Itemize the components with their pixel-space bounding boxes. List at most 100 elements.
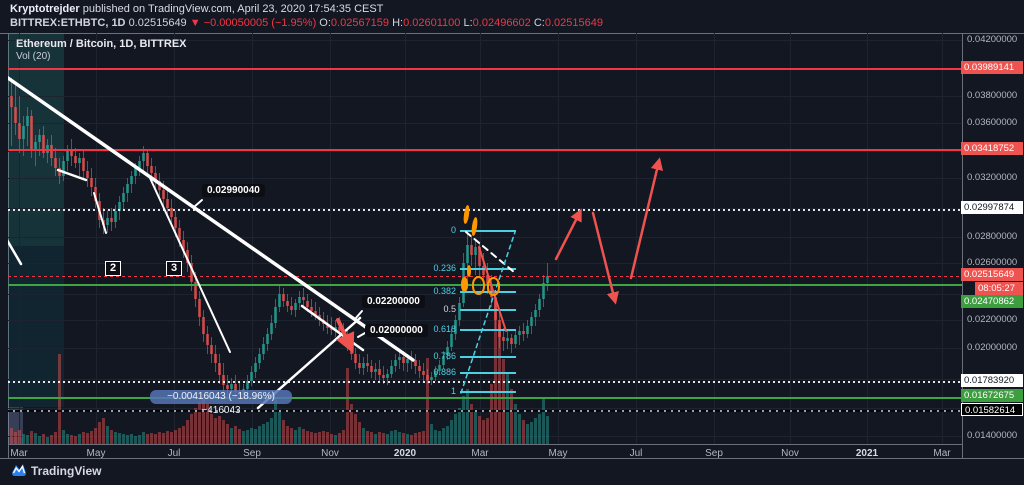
price-level-line-resistance-2[interactable] bbox=[8, 149, 962, 151]
fib-level-label: 0.5 bbox=[443, 304, 456, 314]
wave-label-2[interactable]: 2 bbox=[105, 261, 121, 276]
candle bbox=[14, 106, 17, 123]
price-level-line-black-dashed[interactable] bbox=[8, 410, 962, 412]
volume-bar bbox=[246, 430, 249, 444]
volume-bar bbox=[458, 408, 461, 444]
volume-bar bbox=[334, 435, 337, 444]
orange-highlight-mark[interactable] bbox=[461, 277, 468, 292]
price-level-line-resistance-1[interactable] bbox=[8, 68, 962, 70]
price-callout[interactable]: 0.02200000 bbox=[362, 295, 425, 308]
volume-bar bbox=[322, 431, 325, 444]
orange-highlight-mark[interactable] bbox=[467, 265, 471, 277]
volume-bar bbox=[466, 389, 469, 444]
measure-result-label[interactable]: −0.00416043 (−18.96%) −416043 bbox=[150, 390, 292, 416]
candle-wick bbox=[407, 354, 408, 372]
close-value: 0.02515649 bbox=[544, 17, 603, 29]
trendline[interactable] bbox=[460, 231, 516, 394]
volume-bar bbox=[86, 433, 89, 444]
price-callout[interactable]: 0.02990040 bbox=[202, 184, 265, 197]
price-level-line-alert-high[interactable] bbox=[8, 209, 962, 211]
candle bbox=[390, 366, 393, 374]
gridline-horizontal bbox=[8, 320, 962, 321]
volume-bar bbox=[414, 433, 417, 444]
price-axis-badge: 0.01582614 bbox=[961, 403, 1023, 416]
volume-bar bbox=[150, 433, 153, 444]
wave-label-3[interactable]: 3 bbox=[166, 261, 182, 276]
price-level-line-support-green-2[interactable] bbox=[8, 397, 962, 399]
volume-bar bbox=[374, 434, 377, 444]
price-level-line-alert-low[interactable] bbox=[8, 381, 962, 383]
candle-wick bbox=[39, 129, 40, 156]
tradingview-logo-text[interactable]: TradingView bbox=[31, 464, 102, 478]
candle bbox=[282, 294, 285, 301]
last-price: 0.02515649 bbox=[128, 17, 187, 29]
candle bbox=[302, 296, 305, 301]
volume-bar bbox=[194, 408, 197, 444]
trendline[interactable] bbox=[354, 310, 363, 320]
candle bbox=[22, 126, 25, 139]
volume-bar bbox=[198, 402, 201, 444]
volume-bar bbox=[66, 434, 69, 444]
volume-bar bbox=[530, 422, 533, 444]
fib-level-line[interactable] bbox=[460, 329, 516, 331]
frame-bottom bbox=[0, 458, 1024, 459]
candle bbox=[362, 363, 365, 368]
orange-highlight-mark[interactable] bbox=[487, 277, 500, 296]
candle bbox=[506, 338, 509, 341]
pane-legend-symbol[interactable]: Ethereum / Bitcoin, 1D, BITTREX bbox=[16, 38, 187, 50]
fib-level-line[interactable] bbox=[460, 356, 516, 358]
trend-arrow[interactable] bbox=[554, 208, 582, 261]
volume-bar bbox=[202, 396, 205, 444]
orange-highlight-mark[interactable] bbox=[472, 276, 485, 295]
gridline-horizontal bbox=[8, 178, 962, 179]
fib-level-line[interactable] bbox=[460, 230, 516, 232]
trendline[interactable] bbox=[193, 199, 203, 208]
volume-bar bbox=[26, 435, 29, 444]
candle bbox=[450, 334, 453, 347]
volume-bar bbox=[238, 429, 241, 444]
volume-bar bbox=[230, 428, 233, 444]
candle bbox=[74, 155, 77, 164]
trendline[interactable] bbox=[8, 76, 415, 362]
time-axis-label: Sep bbox=[705, 448, 723, 459]
volume-bar bbox=[302, 429, 305, 444]
candle bbox=[250, 372, 253, 381]
price-level-line-last-price[interactable] bbox=[8, 276, 962, 277]
fib-level-label: 0.618 bbox=[433, 324, 456, 334]
candle bbox=[330, 328, 333, 330]
candle bbox=[538, 299, 541, 310]
time-axis-label: Jul bbox=[167, 448, 181, 459]
volume-bar bbox=[350, 404, 353, 444]
volume-bar bbox=[378, 432, 381, 444]
price-callout[interactable]: 0.02000000 bbox=[365, 324, 428, 337]
price-level-line-support-green-1[interactable] bbox=[8, 284, 962, 286]
chart-plot-area[interactable]: 0 0.236 0.382 0.5 0.618 0.786 0.886 1 0.02990040… bbox=[8, 33, 962, 444]
price-axis-badge: 0.02470862 bbox=[961, 295, 1023, 308]
candle bbox=[10, 96, 13, 107]
fib-level-line[interactable] bbox=[460, 372, 516, 374]
tradingview-logo-icon[interactable] bbox=[10, 462, 28, 478]
candle bbox=[338, 327, 341, 332]
orange-highlight-mark[interactable] bbox=[470, 216, 479, 237]
volume-bar bbox=[250, 428, 253, 444]
trendline[interactable] bbox=[357, 332, 366, 338]
frame-top bbox=[0, 33, 1024, 34]
low-value: 0.02496602 bbox=[472, 17, 531, 29]
volume-bar bbox=[482, 420, 485, 444]
time-axis-label: Mar bbox=[10, 448, 28, 459]
trend-arrow[interactable] bbox=[591, 211, 619, 305]
fib-level-line[interactable] bbox=[460, 391, 516, 393]
volume-bar bbox=[258, 426, 261, 444]
volume-bar bbox=[162, 433, 165, 444]
volume-bar bbox=[170, 432, 173, 444]
pane-legend-volume[interactable]: Vol (20) bbox=[16, 51, 51, 62]
price-axis-border[interactable] bbox=[962, 33, 963, 458]
time-axis-label: 2021 bbox=[855, 448, 879, 459]
fib-level-line[interactable] bbox=[460, 309, 516, 311]
time-axis-label: May bbox=[548, 448, 568, 459]
candle bbox=[90, 178, 93, 187]
price-axis-badge: 0.02515649 bbox=[961, 268, 1023, 281]
volume-bar bbox=[34, 433, 37, 444]
candle bbox=[546, 276, 549, 284]
time-axis-border[interactable] bbox=[8, 444, 962, 445]
